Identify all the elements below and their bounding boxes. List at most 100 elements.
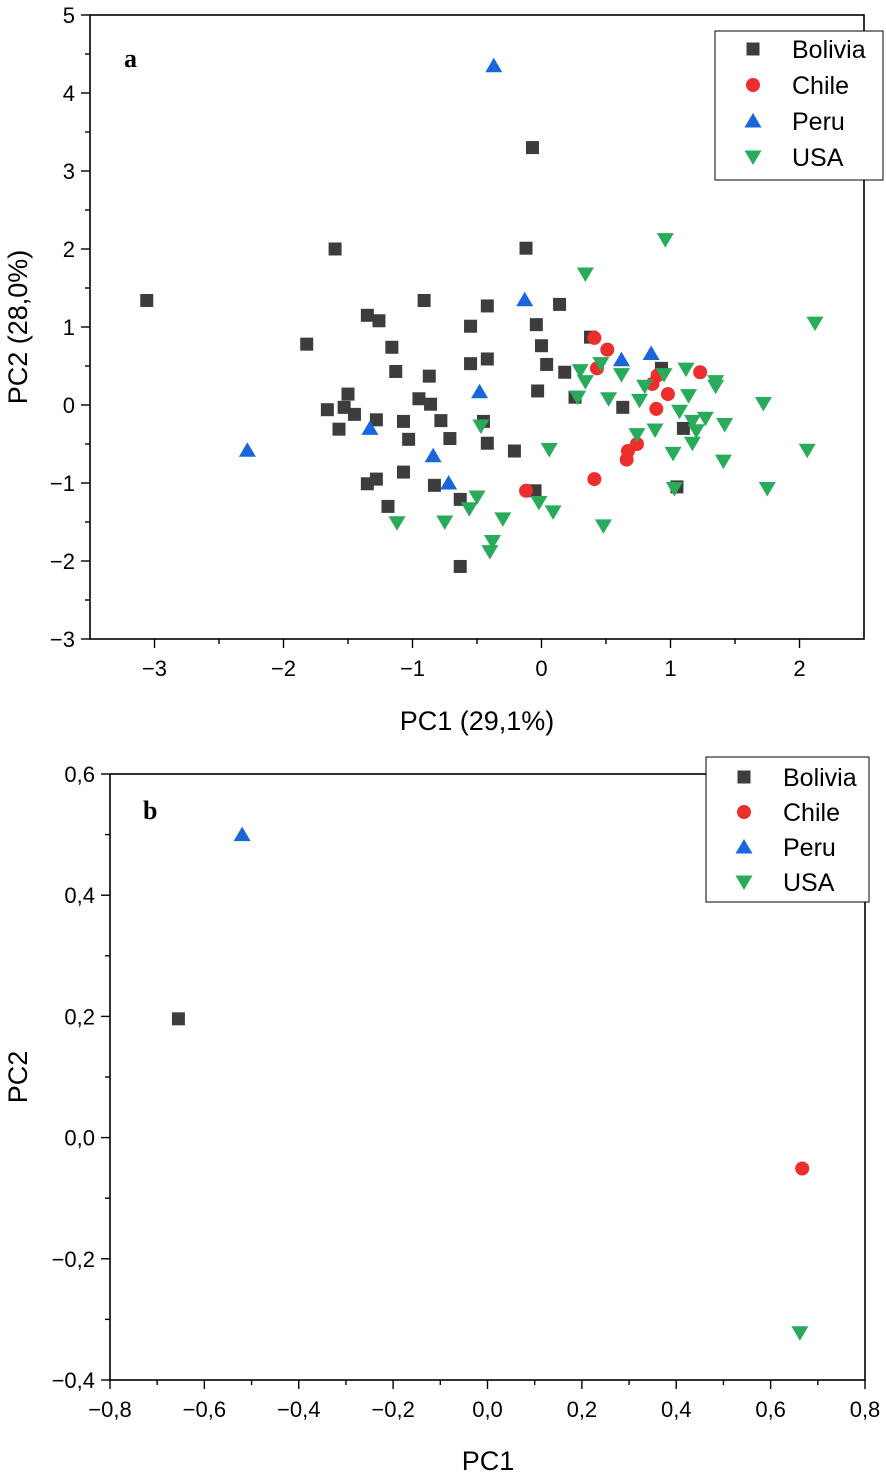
data-point-peru — [440, 475, 458, 490]
data-point-bolivia — [529, 318, 543, 332]
x-tick-label: −0,2 — [371, 1397, 414, 1422]
data-point-bolivia — [412, 392, 426, 406]
data-point-bolivia — [369, 413, 383, 427]
x-tick-label: 2 — [793, 656, 805, 681]
data-point-bolivia — [616, 400, 630, 414]
data-point-usa — [683, 414, 701, 430]
y-ticks-b: −0,4 −0,2 0,0 0,2 0,4 0,6 — [52, 762, 110, 1393]
data-point-bolivia — [480, 352, 494, 366]
data-point-usa — [687, 424, 705, 439]
y-ticks-a: −3 −2 −1 0 1 2 3 4 5 — [50, 3, 90, 652]
x-tick-label: −1 — [400, 656, 425, 681]
y-axis-title-a: PC2 (28,0%) — [3, 250, 33, 405]
legend-marker-chile — [746, 78, 760, 92]
data-point-usa — [600, 392, 618, 407]
legend-marker-usa — [744, 150, 762, 165]
y-tick-label: 0 — [63, 393, 75, 418]
legend-marker-usa — [735, 875, 753, 890]
legend-label-usa: USA — [792, 144, 844, 172]
data-point-usa — [665, 481, 683, 497]
y-tick-label: 1 — [63, 315, 75, 340]
data-point-bolivia — [140, 293, 154, 307]
data-point-bolivia — [525, 141, 539, 155]
legend-marker-chile — [737, 805, 751, 819]
data-point-usa — [436, 515, 454, 530]
data-point-usa — [696, 411, 714, 427]
data-point-usa — [460, 502, 478, 517]
data-point-bolivia — [385, 340, 399, 354]
data-point-bolivia — [381, 499, 395, 513]
legend-label-peru: Peru — [783, 834, 836, 862]
data-point-bolivia — [332, 422, 346, 436]
y-tick-label: 0,2 — [64, 1004, 95, 1029]
data-point-bolivia — [507, 444, 521, 458]
x-axis-title-b: PC1 — [462, 1446, 515, 1473]
x-tick-label: 0,2 — [567, 1397, 598, 1422]
data-point-bolivia — [427, 478, 441, 492]
data-point-usa — [576, 267, 594, 282]
data-point-peru — [233, 826, 251, 842]
x-tick-label: 0,8 — [850, 1397, 881, 1422]
data-point-usa — [612, 368, 630, 383]
data-point-usa — [631, 393, 649, 409]
data-points-b — [171, 826, 810, 1341]
series-peru — [233, 826, 251, 842]
data-point-peru — [238, 442, 256, 457]
data-point-peru — [642, 345, 660, 361]
x-axis-title-a: PC1 (29,1%) — [400, 706, 555, 736]
x-tick-label: −0,8 — [88, 1397, 131, 1422]
legend-marker-bolivia — [737, 770, 751, 784]
data-points-a — [140, 57, 824, 573]
x-tick-label: 0 — [535, 656, 547, 681]
data-point-usa — [388, 516, 406, 531]
x-tick-label: 0,0 — [472, 1397, 503, 1422]
data-point-bolivia — [535, 339, 548, 353]
y-axis-title-b: PC2 — [3, 1051, 33, 1104]
data-point-bolivia — [464, 357, 478, 371]
x-tick-label: −3 — [142, 656, 167, 681]
x-tick-label: −0,4 — [277, 1397, 320, 1422]
data-point-bolivia — [328, 242, 342, 256]
series-bolivia — [140, 141, 690, 573]
data-point-bolivia — [531, 384, 545, 398]
y-tick-label: 4 — [63, 81, 75, 106]
data-point-bolivia — [360, 308, 374, 322]
data-point-usa — [671, 404, 689, 420]
data-point-chile — [660, 387, 675, 402]
data-point-bolivia — [453, 559, 467, 573]
data-point-bolivia — [372, 314, 386, 328]
panel-letter-b: b — [143, 796, 157, 825]
data-point-chile — [649, 401, 664, 416]
legend-label-chile: Chile — [783, 799, 840, 827]
x-ticks-b: −0,8 −0,6 −0,4 −0,2 0,0 0,2 0,4 0,6 0,8 — [88, 1380, 880, 1422]
series-chile — [519, 330, 708, 498]
legend-label-bolivia: Bolivia — [792, 36, 866, 64]
data-point-usa — [544, 505, 562, 520]
data-point-usa — [594, 519, 612, 534]
data-point-bolivia — [417, 293, 431, 307]
data-point-usa — [806, 316, 824, 332]
data-point-usa — [680, 389, 698, 404]
data-point-peru — [516, 291, 534, 307]
y-tick-label: −3 — [50, 627, 75, 652]
y-tick-label: 0,0 — [64, 1126, 95, 1151]
data-point-usa — [798, 443, 816, 459]
legend-box-b — [705, 756, 870, 903]
data-point-chile — [795, 1161, 810, 1176]
chart-panel-b: −0,8 −0,6 −0,4 −0,2 0,0 0,2 0,4 0,6 0,8 −0,4 −0,2… — [3, 756, 880, 1473]
y-tick-label: 3 — [63, 159, 75, 184]
data-point-bolivia — [402, 432, 416, 446]
data-point-peru — [471, 383, 489, 399]
series-bolivia — [171, 1012, 185, 1026]
data-point-bolivia — [443, 432, 457, 446]
data-point-usa — [636, 379, 654, 395]
data-point-bolivia — [320, 403, 334, 417]
data-point-bolivia — [540, 357, 554, 371]
data-point-peru — [424, 447, 442, 463]
y-tick-label: 2 — [63, 237, 75, 262]
data-point-peru — [361, 420, 379, 435]
y-tick-label: 5 — [63, 3, 75, 28]
data-point-chile — [519, 483, 534, 498]
data-point-bolivia — [480, 436, 494, 450]
